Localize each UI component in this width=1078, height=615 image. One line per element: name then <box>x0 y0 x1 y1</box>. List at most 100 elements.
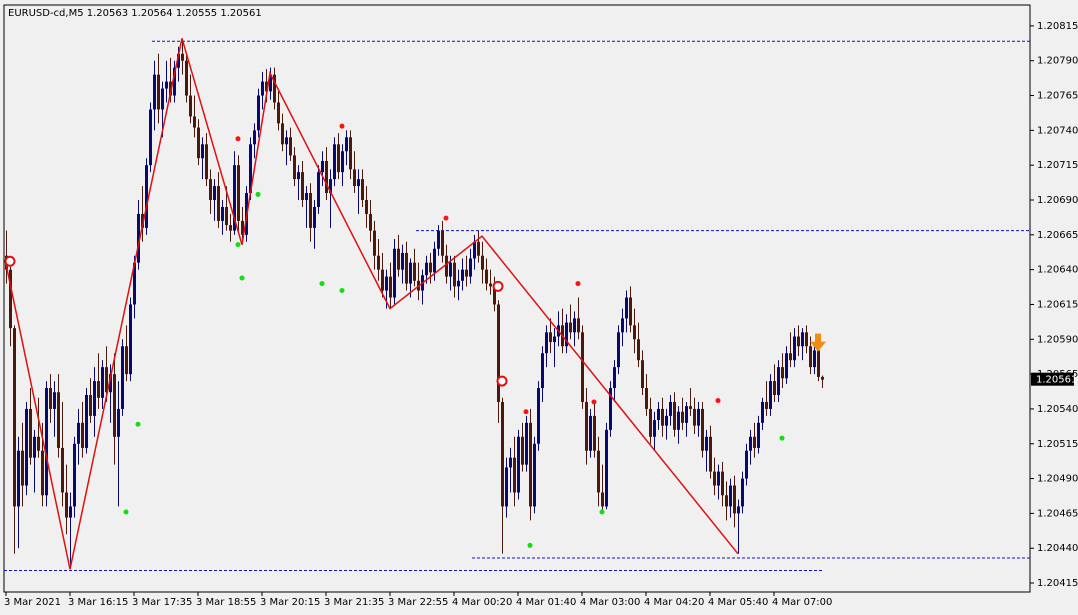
candle-body <box>185 60 188 96</box>
candle-body <box>669 401 672 416</box>
candle-body <box>665 415 668 426</box>
candle-body <box>293 155 296 180</box>
candle-body <box>197 127 200 159</box>
upper-dots <box>443 215 449 221</box>
candle-body <box>73 443 76 507</box>
y-tick-label: 1.20690 <box>1037 195 1078 206</box>
candle-body <box>277 102 280 124</box>
candle-body <box>497 304 500 402</box>
candle-body <box>189 95 192 117</box>
candle-body <box>553 336 556 343</box>
candle-body <box>769 381 772 409</box>
candle-body <box>629 297 632 326</box>
upper-dots <box>575 281 581 287</box>
y-tick-label: 1.20590 <box>1037 334 1078 345</box>
signal <box>496 375 508 387</box>
candle-body <box>137 213 140 263</box>
y-tick-label: 1.20715 <box>1037 160 1078 171</box>
candle-body <box>585 401 588 451</box>
y-tick-label: 1.20415 <box>1037 578 1078 589</box>
candle-body <box>169 81 172 96</box>
candle-body <box>757 422 760 448</box>
candle-body <box>677 411 680 430</box>
candle-body <box>253 130 256 145</box>
y-tick-label: 1.20490 <box>1037 474 1078 485</box>
candle-body <box>97 381 100 398</box>
candle-body <box>65 492 68 518</box>
candle-body <box>545 332 548 354</box>
zigzag-line <box>5 38 739 570</box>
candle-body <box>305 193 308 200</box>
candle-body <box>501 401 504 507</box>
upper-dots <box>591 399 597 405</box>
candle-body <box>173 67 176 96</box>
candle-body <box>281 123 284 145</box>
candle-body <box>9 269 12 329</box>
candle-body <box>625 297 628 319</box>
candle-body <box>393 248 396 298</box>
price-label: 1.20561 <box>1036 375 1077 386</box>
candle-body <box>241 220 244 235</box>
candle-body <box>813 350 816 368</box>
candle-body <box>533 443 536 507</box>
candle-body <box>25 408 28 486</box>
candle-body <box>617 332 620 368</box>
lower-dots <box>527 542 533 548</box>
chart-title: EURUSD-cd,M5 1.20563 1.20564 1.20555 1.2… <box>8 8 262 19</box>
candle-body <box>357 179 360 187</box>
candle-body <box>329 179 332 194</box>
candle-body <box>377 255 380 270</box>
x-tick-label: 3 Mar 2021 <box>4 597 61 608</box>
candle-body <box>365 200 368 214</box>
candle-body <box>213 186 216 200</box>
candle-body <box>465 269 468 277</box>
candle-body <box>765 401 768 409</box>
candle-body <box>205 144 208 180</box>
candle-body <box>541 353 544 389</box>
candle-body <box>709 436 712 472</box>
candle-body <box>521 436 524 465</box>
y-tick-label: 1.20790 <box>1037 56 1078 67</box>
candle-body <box>13 328 16 507</box>
candle-body <box>729 485 732 507</box>
candle-body <box>381 269 384 291</box>
candle-body <box>513 457 516 493</box>
candle-body <box>717 471 720 486</box>
candle-body <box>121 346 124 409</box>
y-tick-label: 1.20615 <box>1037 299 1078 310</box>
candle-body <box>429 262 432 273</box>
candle-body <box>149 109 152 166</box>
candle-body <box>573 318 576 333</box>
candle-body <box>289 137 292 156</box>
candle-body <box>737 506 740 514</box>
lower-dots <box>235 242 241 248</box>
candle-body <box>117 408 120 437</box>
candle-body <box>41 450 44 496</box>
candle-body <box>61 447 64 493</box>
y-tick-label: 1.20465 <box>1037 508 1078 519</box>
candle-body <box>797 336 800 347</box>
candle-body <box>733 485 736 514</box>
candle-body <box>781 367 784 379</box>
candle-body <box>457 280 460 287</box>
candle-body <box>645 388 648 409</box>
candle-body <box>361 179 364 200</box>
candle-body <box>693 408 696 426</box>
candle-body <box>785 353 788 379</box>
candle-body <box>653 420 656 437</box>
candle-body <box>721 471 724 496</box>
lower-dots <box>339 288 345 294</box>
y-tick-label: 1.20515 <box>1037 439 1078 450</box>
candle-body <box>353 169 356 187</box>
candle-body <box>505 467 508 507</box>
candle-body <box>793 336 796 361</box>
candle-body <box>577 318 580 333</box>
candle-body <box>593 415 596 451</box>
candle-body <box>321 161 324 173</box>
candle-body <box>81 422 84 448</box>
candle-body <box>789 353 792 361</box>
candle-body <box>261 81 264 96</box>
candle-body <box>641 360 644 389</box>
signal <box>4 255 16 267</box>
candle-body <box>317 172 320 207</box>
